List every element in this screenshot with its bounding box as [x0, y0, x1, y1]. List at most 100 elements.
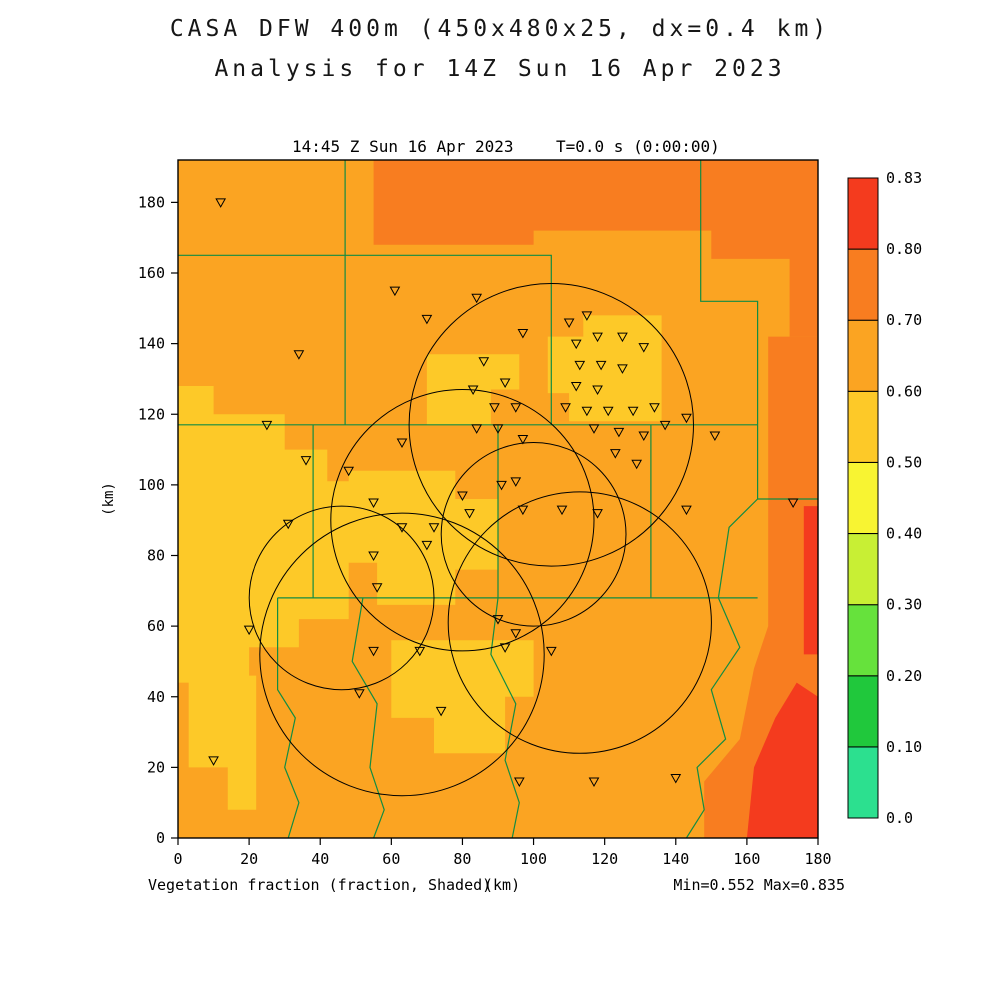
x-tick-label: 60 — [382, 850, 400, 868]
shaded-region — [746, 682, 818, 838]
station-marker — [595, 360, 607, 371]
station-marker — [627, 406, 639, 417]
colorbar-cell — [847, 746, 879, 819]
x-tick-label: 80 — [453, 850, 471, 868]
station-marker — [631, 459, 643, 470]
station-marker — [570, 339, 582, 350]
colorbar-cell — [847, 177, 879, 250]
y-tick-label: 0 — [156, 829, 165, 847]
station-marker — [492, 615, 504, 625]
plot-border — [177, 159, 819, 839]
station-marker — [300, 456, 312, 466]
county-boundary — [277, 597, 300, 838]
station-marker — [371, 583, 383, 593]
colorbar-cell — [847, 248, 879, 321]
station-marker — [592, 332, 603, 343]
minmax-label: Min=0.552 Max=0.835 — [673, 876, 845, 894]
county-boundary-layer — [178, 160, 818, 838]
colorbar-label: 0.0 — [886, 809, 913, 827]
station-marker — [478, 357, 490, 367]
y-tick-label: 40 — [147, 688, 165, 706]
shaded-region — [803, 506, 818, 655]
station-marker — [517, 434, 529, 445]
colorbar-label: 0.50 — [886, 453, 922, 471]
county-boundary — [351, 597, 385, 838]
station-marker — [496, 480, 507, 491]
x-tick-label: 100 — [520, 850, 547, 868]
station-marker — [421, 314, 433, 325]
county-boundary — [700, 160, 759, 499]
station-marker — [681, 505, 692, 516]
colorbar-cell — [847, 604, 879, 677]
station-marker — [581, 406, 593, 417]
y-tick-label: 100 — [138, 476, 165, 494]
station-marker — [613, 427, 625, 438]
station-marker — [471, 293, 483, 304]
station-marker — [510, 629, 522, 639]
colorbar-label: 0.20 — [886, 667, 922, 685]
y-tick-label: 80 — [147, 547, 165, 565]
colorbar-cell — [847, 390, 879, 463]
y-tick-label: 160 — [138, 264, 165, 282]
x-tick-label: 20 — [240, 850, 258, 868]
station-marker — [574, 360, 586, 371]
county-boundary — [717, 498, 759, 598]
station-marker — [467, 385, 479, 396]
station-marker — [499, 378, 511, 388]
station-marker — [368, 498, 379, 509]
station-marker — [592, 385, 603, 396]
colorbar: 0.0 0.10 0.20 0.30 0.40 0.50 0.60 0.70 0.80 0.83 — [847, 169, 922, 827]
station-marker — [787, 498, 799, 509]
station-marker — [464, 509, 475, 519]
radar-ring-layer — [248, 283, 712, 797]
station-marker — [670, 773, 682, 784]
radar-range-ring — [259, 512, 545, 797]
field-label: Vegetation fraction (fraction, Shaded) — [148, 876, 491, 894]
axes-layer: 0 20 40 60 80 100 120 140 160 180 0 20 40 60 80 100 120 1… — [138, 159, 832, 868]
shaded-region — [348, 470, 498, 605]
y-tick-label: 120 — [138, 405, 165, 423]
station-marker — [368, 551, 379, 562]
station-marker — [243, 625, 255, 636]
station-marker — [609, 449, 621, 459]
colorbar-label: 0.83 — [886, 169, 922, 187]
radar-range-ring — [408, 283, 694, 567]
station-marker — [489, 403, 500, 413]
y-axis-unit: (km) — [101, 482, 117, 516]
station-marker-layer — [208, 198, 799, 788]
radar-range-ring — [447, 491, 712, 754]
colorbar-label: 0.30 — [886, 596, 922, 614]
x-tick-label: 0 — [173, 850, 182, 868]
y-tick-label: 140 — [138, 335, 165, 353]
colorbar-label: 0.10 — [886, 738, 922, 756]
station-marker — [588, 424, 600, 434]
station-marker — [570, 382, 582, 392]
station-marker — [649, 403, 660, 413]
station-marker — [592, 509, 603, 519]
figure-subtitle: Analysis for 14Z Sun 16 Apr 2023 — [214, 56, 786, 82]
station-marker — [471, 424, 483, 434]
station-marker — [208, 756, 219, 766]
colorbar-label: 0.40 — [886, 525, 922, 543]
shaded-region — [373, 160, 818, 337]
y-tick-label: 180 — [138, 193, 165, 211]
station-marker — [510, 403, 522, 413]
station-marker — [353, 689, 365, 699]
station-marker — [556, 505, 568, 516]
county-boundary — [490, 597, 520, 838]
station-marker — [282, 519, 294, 530]
station-marker — [261, 420, 273, 431]
y-tick-label: 20 — [147, 758, 165, 776]
station-marker — [492, 424, 504, 434]
colorbar-cell — [847, 319, 879, 392]
station-marker — [638, 343, 650, 353]
station-marker — [513, 777, 525, 788]
station-marker — [588, 777, 600, 788]
station-marker — [602, 406, 614, 417]
station-marker — [659, 420, 671, 431]
station-marker — [396, 523, 408, 533]
station-marker — [517, 505, 529, 516]
colorbar-cell — [847, 675, 879, 748]
